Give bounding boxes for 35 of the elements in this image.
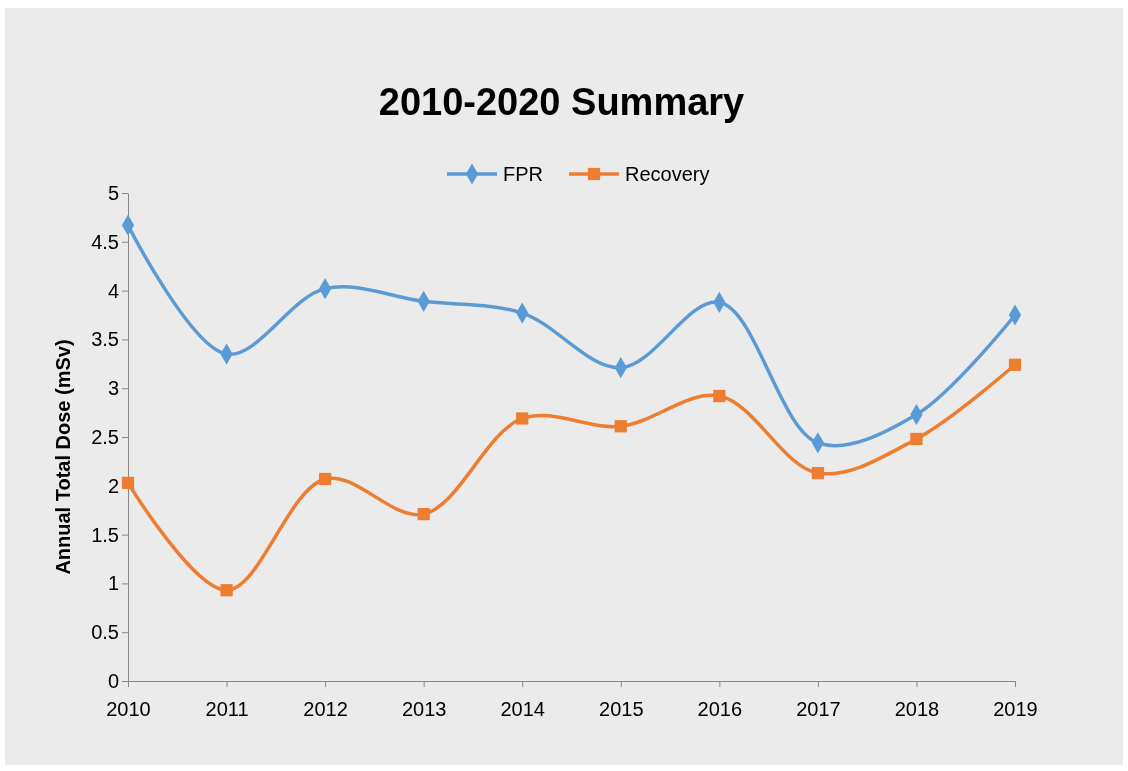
y-tick-label: 2 <box>107 474 119 497</box>
x-tick-label: 2017 <box>796 698 841 720</box>
y-axis-title: Annual Total Dose (mSv) <box>52 339 74 575</box>
x-tick-label: 2019 <box>993 698 1038 720</box>
y-tick-label: 1.5 <box>91 523 119 546</box>
point <box>811 466 825 480</box>
y-tick-label: 0.5 <box>91 621 119 644</box>
point <box>318 472 332 486</box>
x-tick-label: 2011 <box>205 698 249 720</box>
point <box>220 584 233 597</box>
y-tick-label: 4 <box>107 279 119 302</box>
x-tick-label: 2010 <box>106 698 151 720</box>
x-tick-label: 2016 <box>697 698 743 720</box>
x-tick-label: 2012 <box>303 698 348 720</box>
x-tick-label: 2015 <box>599 698 644 720</box>
y-tick-label: 5 <box>107 181 119 204</box>
y-tick-label: 3 <box>107 377 119 400</box>
point <box>516 412 529 425</box>
y-tick-label: 1 <box>107 572 119 595</box>
point <box>713 389 726 403</box>
legend-label: Recovery <box>625 163 710 185</box>
point <box>121 476 135 489</box>
x-tick-label: 2018 <box>894 698 940 720</box>
x-tick-label: 2013 <box>401 698 447 720</box>
y-tick-label: 4.5 <box>91 230 119 253</box>
legend-label: FPR <box>503 163 543 185</box>
point <box>614 420 627 433</box>
chart-title: 2010-2020 Summary <box>378 81 745 123</box>
point <box>1008 358 1022 371</box>
y-tick-label: 3.5 <box>91 328 119 351</box>
point <box>910 432 923 446</box>
point <box>417 507 430 521</box>
y-tick-label: 0 <box>107 669 119 692</box>
x-tick-label: 2014 <box>500 698 545 720</box>
y-tick-label: 2.5 <box>91 425 119 448</box>
